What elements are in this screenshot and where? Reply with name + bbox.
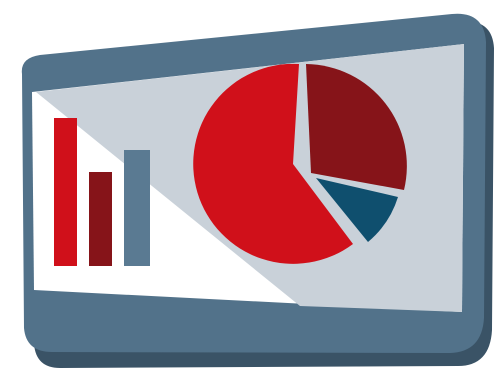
bar-chart xyxy=(54,118,150,266)
pie-chart xyxy=(193,63,407,264)
bar-3 xyxy=(124,150,150,266)
pie-slice-teal xyxy=(316,178,398,242)
bar-1 xyxy=(54,118,77,266)
pie-slice-large-red xyxy=(193,63,353,264)
pie-slice-dark-red xyxy=(306,64,407,190)
bar-2 xyxy=(89,172,112,266)
